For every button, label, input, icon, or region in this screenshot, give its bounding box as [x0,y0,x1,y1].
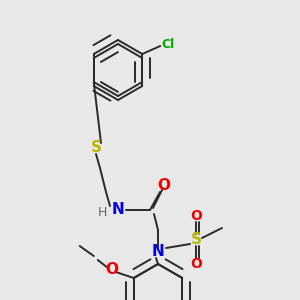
Text: N: N [152,244,164,260]
Text: Cl: Cl [162,38,175,50]
Text: S: S [190,232,202,247]
Text: O: O [158,178,170,194]
Text: O: O [190,257,202,271]
Text: O: O [105,262,118,278]
Text: H: H [97,206,107,218]
Text: S: S [91,140,101,155]
Text: O: O [190,209,202,223]
Text: N: N [112,202,124,217]
